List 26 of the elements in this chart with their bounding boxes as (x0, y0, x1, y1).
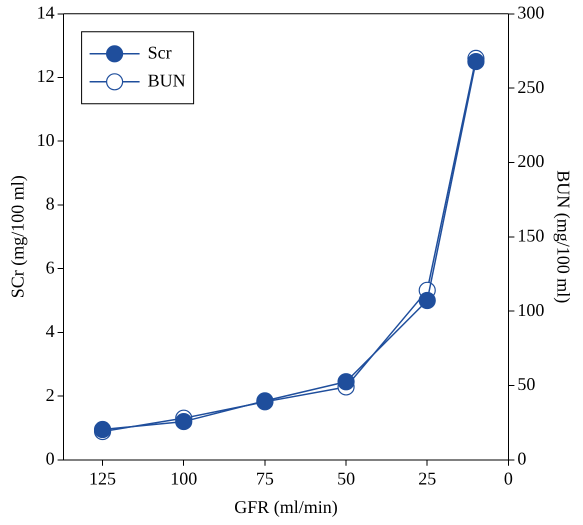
x-tick-label: 25 (418, 468, 436, 488)
x-tick-label: 50 (337, 468, 356, 488)
y2-axis-title: BUN (mg/100 ml) (553, 170, 574, 304)
y2-tick-label: 300 (517, 2, 544, 23)
y-tick-label: 12 (36, 66, 55, 86)
x-tick-label: 0 (504, 468, 513, 488)
y2-tick-label: 50 (517, 374, 536, 394)
y2-tick-label: 150 (517, 226, 544, 246)
x-tick-label: 75 (256, 468, 274, 488)
x-axis-title: GFR (ml/min) (234, 496, 338, 517)
y-tick-label: 14 (36, 2, 55, 23)
x-tick-label: 125 (89, 468, 116, 488)
y-tick-label: 0 (46, 448, 55, 469)
y-tick-label: 8 (46, 194, 55, 214)
x-tick-label: 100 (170, 468, 198, 488)
y-tick-label: 2 (46, 384, 55, 405)
y2-tick-label: 250 (517, 76, 544, 97)
y2-tick-label: 0 (517, 448, 526, 469)
legend-label: BUN (148, 70, 186, 91)
y2-tick-label: 200 (517, 151, 544, 172)
y-axis-title: SCr (mg/100 ml) (8, 175, 28, 298)
y-tick-label: 6 (46, 257, 55, 278)
legend-label: Scr (148, 42, 172, 63)
y2-tick-label: 100 (517, 300, 544, 320)
y-tick-label: 4 (46, 321, 55, 342)
y-tick-label: 10 (36, 130, 55, 150)
